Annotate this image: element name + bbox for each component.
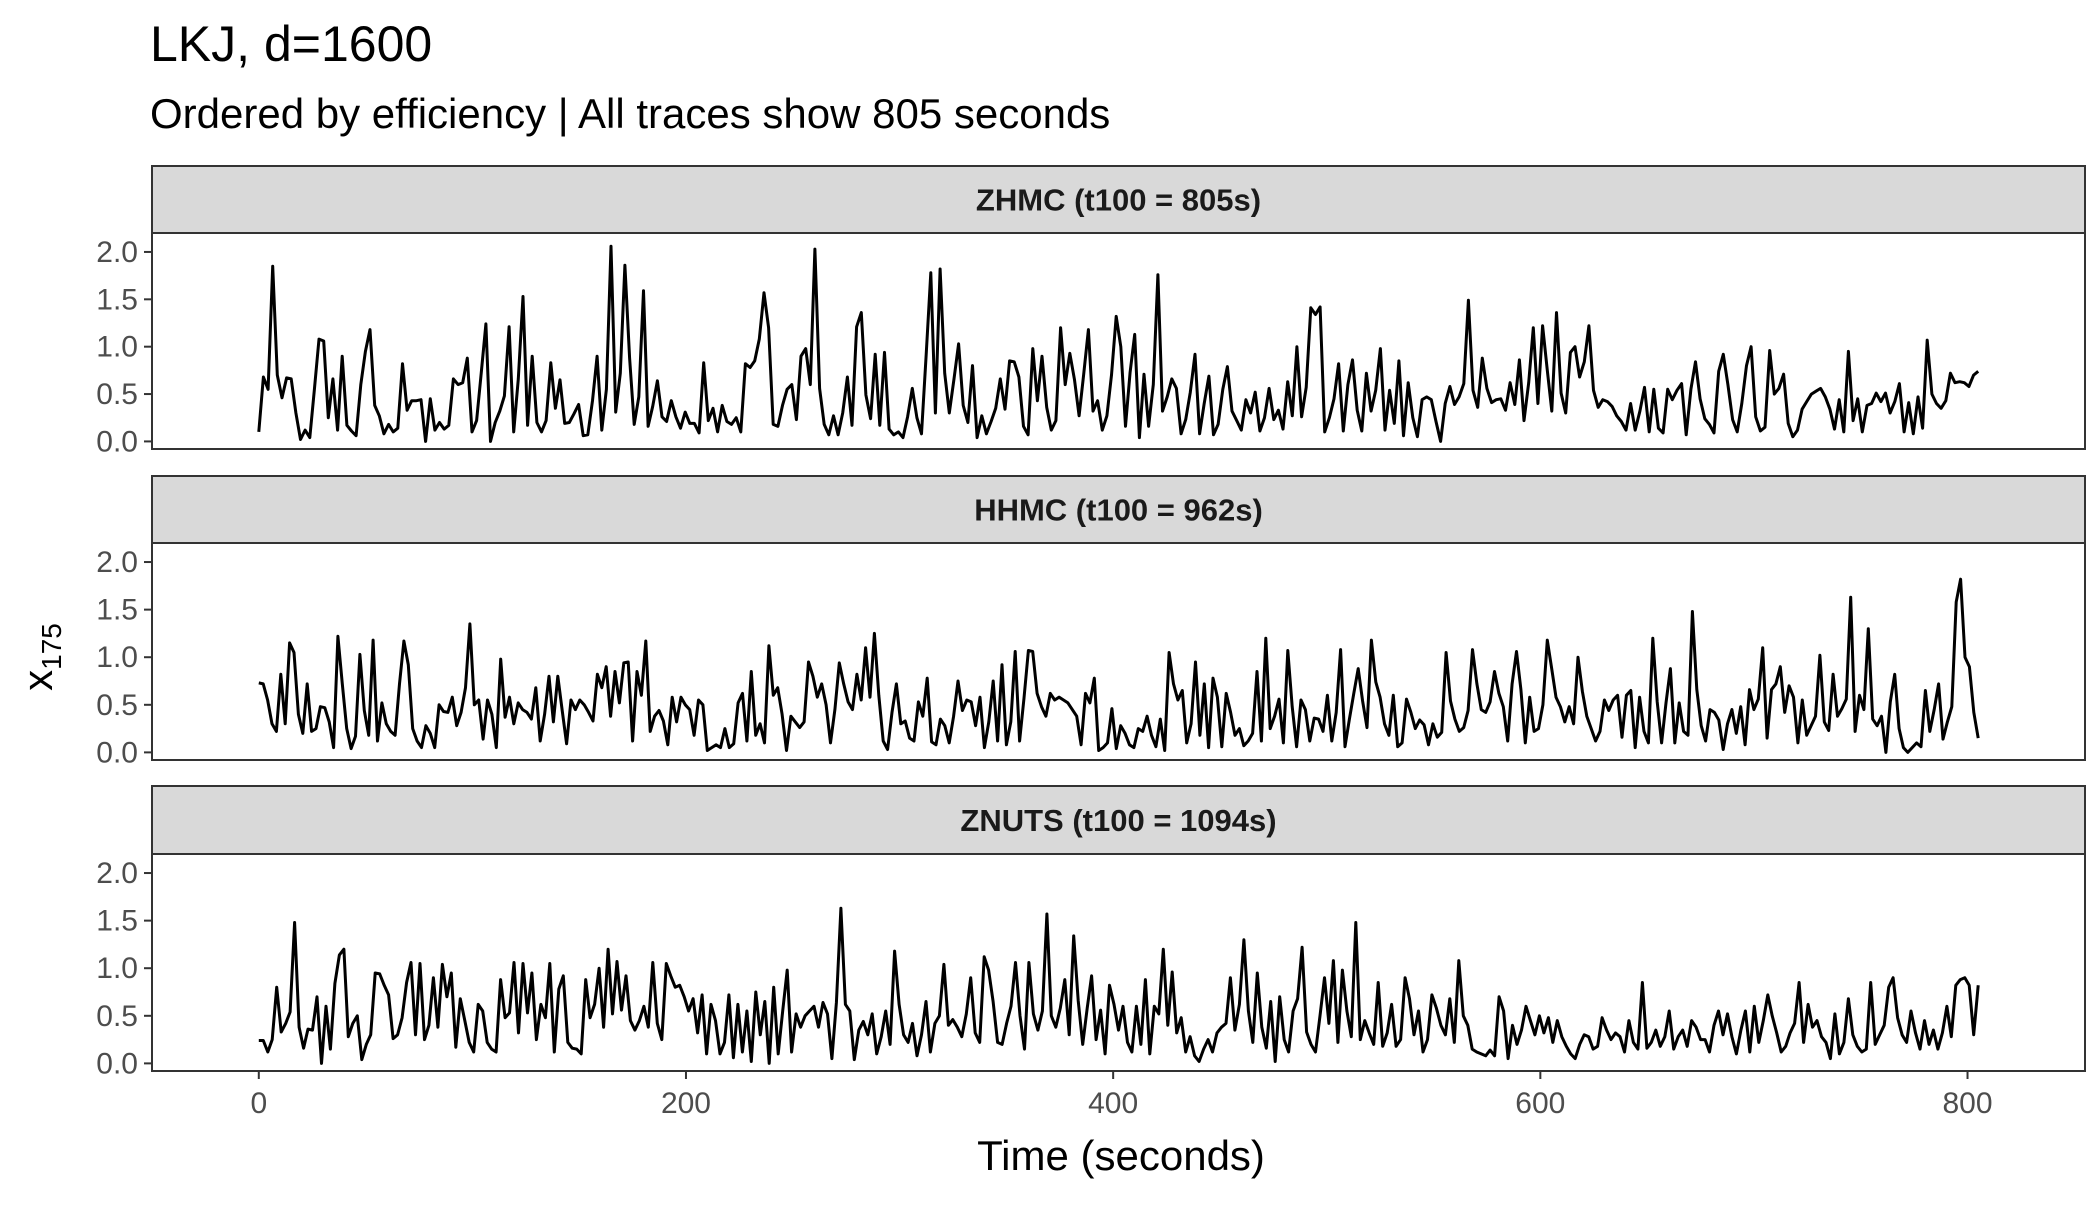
y-tick-label: 2.0 [96, 857, 138, 890]
x-tick-label: 0 [250, 1087, 267, 1120]
y-tick-label: 2.0 [96, 236, 138, 269]
facet-panel: ZNUTS (t100 = 1094s) 0.0 0.5 1.0 1.5 2.0 [96, 785, 2086, 1080]
y-tick-label: 0.5 [96, 378, 138, 411]
y-tick-label: 0.5 [96, 1000, 138, 1033]
y-tick-label: 0.0 [96, 1047, 138, 1080]
x-tick-label: 200 [661, 1087, 711, 1120]
facet-panel: ZHMC (t100 = 805s) 0.0 0.5 1.0 1.5 2.0 [96, 165, 2086, 458]
trace-line [258, 906, 1980, 1065]
x-axis: 0 200 400 600 800 [250, 1071, 1993, 1120]
y-tick-label: 1.0 [96, 952, 138, 985]
chart-title: LKJ, d=1600 [150, 16, 432, 72]
y-tick-label: 0.0 [96, 425, 138, 458]
y-axis-title-subscript: 175 [36, 623, 67, 670]
trace-line [258, 577, 1980, 754]
y-tick-label: 2.0 [96, 546, 138, 579]
x-tick-label: 600 [1515, 1087, 1565, 1120]
y-tick-label: 0.0 [96, 736, 138, 769]
y-axis-title: x175 [14, 623, 67, 691]
x-tick-label: 400 [1088, 1087, 1138, 1120]
facet-strip-label: HHMC (t100 = 962s) [974, 493, 1263, 528]
y-tick-label: 1.5 [96, 594, 138, 627]
y-tick-label: 1.5 [96, 283, 138, 316]
y-axis-title-main: x [14, 670, 61, 691]
trace-line [257, 244, 1980, 443]
x-axis-title: Time (seconds) [977, 1132, 1265, 1179]
panel-background [152, 854, 2085, 1071]
y-tick-label: 0.5 [96, 689, 138, 722]
panel-border [151, 853, 2086, 1072]
panel-border [151, 542, 2086, 761]
y-tick-label: 1.5 [96, 905, 138, 938]
y-tick-label: 1.0 [96, 641, 138, 674]
y-tick-label: 1.0 [96, 331, 138, 364]
facet-strip [151, 475, 2086, 544]
facet-panel: HHMC (t100 = 962s) 0.0 0.5 1.0 1.5 2.0 [96, 475, 2086, 769]
x-tick-label: 800 [1942, 1087, 1992, 1120]
y-axis-title-text: x175 [14, 623, 67, 691]
chart-subtitle: Ordered by efficiency | All traces show … [150, 90, 1110, 137]
facet-strip [151, 165, 2086, 234]
panel-border [151, 232, 2086, 450]
facet-strip-label: ZNUTS (t100 = 1094s) [960, 803, 1276, 838]
facet-strip-label: ZHMC (t100 = 805s) [976, 183, 1261, 218]
